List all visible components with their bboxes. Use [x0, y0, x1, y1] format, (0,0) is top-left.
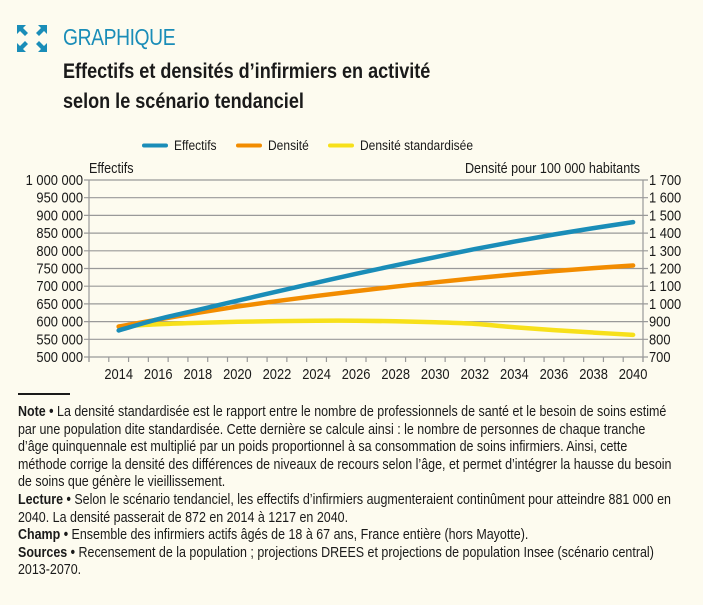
y-left-tick-label: 700 000 [36, 277, 83, 294]
legend: Effectifs Densité Densité standardisée [142, 137, 473, 153]
x-tick-label: 2036 [540, 365, 569, 382]
y-right-tick-label: 700 [649, 348, 671, 365]
y-left-tick-label: 950 000 [36, 189, 83, 206]
note-paragraph: Note • La densité standardisée est le ra… [18, 404, 672, 492]
axes [88, 180, 644, 362]
x-tick-label: 2034 [500, 365, 529, 382]
x-tick-label: 2026 [342, 365, 371, 382]
chart-title-line-1: Effectifs et densités d’infirmiers en ac… [63, 60, 431, 83]
x-tick-label: 2018 [183, 365, 212, 382]
chart-kicker: GRAPHIQUE [63, 24, 176, 50]
y-right-tick-label: 1 000 [649, 295, 681, 312]
legend-label-densite-standardisee: Densité standardisée [360, 137, 473, 153]
y-right-tick-label: 1 200 [649, 260, 681, 277]
line-chart: Effectifs Densité Densité standardisée E… [26, 137, 682, 382]
lecture-label: Lecture • [18, 491, 71, 508]
note-text: La densité standardisée est le rapport e… [18, 404, 672, 491]
y-right-tick-label: 1 100 [649, 277, 681, 294]
sources-label: Sources • [18, 544, 76, 561]
x-tick-label: 2022 [263, 365, 292, 382]
y-left-tick-label: 1 000 000 [26, 171, 84, 188]
y-right-tick-label: 1 400 [649, 224, 681, 241]
y-right-tick-label: 1 600 [649, 189, 681, 206]
expand-arrows-icon [17, 25, 47, 52]
series-line-densite-standardisee [116, 318, 636, 338]
series-line-effectifs [116, 219, 636, 333]
champ-paragraph: Champ • Ensemble des infirmiers actifs â… [18, 527, 672, 545]
legend-label-densite: Densité [268, 137, 309, 153]
x-tick-label: 2028 [381, 365, 410, 382]
notes-divider [18, 393, 70, 395]
y-left-tick-label: 750 000 [36, 260, 83, 277]
legend-item-densite: Densité [236, 137, 309, 153]
chart-notes: Note • La densité standardisée est le ra… [18, 404, 672, 580]
y-left-tick-label: 800 000 [36, 242, 83, 259]
x-tick-label: 2038 [579, 365, 608, 382]
y-left-tick-label: 500 000 [36, 348, 83, 365]
sources-text: Recensement de la population ; projectio… [18, 544, 654, 579]
sources-paragraph: Sources • Recensement de la population ;… [18, 545, 672, 580]
x-tick-label: 2032 [460, 365, 489, 382]
y-left-tick-label: 600 000 [36, 313, 83, 330]
series-line-densite [116, 263, 636, 329]
champ-label: Champ • [18, 527, 69, 544]
y-right-tick-label: 1 500 [649, 206, 681, 223]
x-tick-label: 2016 [144, 365, 173, 382]
chart-title: Effectifs et densités d’infirmiers en ac… [63, 57, 430, 117]
y-left-axis-title: Effectifs [89, 159, 134, 176]
y-left-tick-label: 900 000 [36, 206, 83, 223]
x-tick-labels: 2014 2016 2018 2020 2022 2024 2026 2028 2030 2032… [104, 365, 647, 382]
y-left-tick-label: 550 000 [36, 330, 83, 347]
lecture-text: Selon le scénario tendanciel, les effect… [18, 491, 671, 526]
x-tick-label: 2040 [619, 365, 648, 382]
note-label: Note • [18, 404, 54, 420]
legend-item-densite-standardisee: Densité standardisée [328, 137, 473, 153]
y-left-tick-label: 650 000 [36, 295, 83, 312]
y-right-tick-label: 800 [649, 330, 671, 347]
x-tick-label: 2014 [104, 365, 133, 382]
series-lines [116, 219, 636, 338]
y-right-tick-label: 1 300 [649, 242, 681, 259]
x-tick-label: 2030 [421, 365, 450, 382]
legend-label-effectifs: Effectifs [174, 137, 217, 153]
x-tick-label: 2020 [223, 365, 252, 382]
y-right-tick-label: 1 700 [649, 171, 681, 188]
chart-title-line-2: selon le scénario tendanciel [63, 90, 304, 113]
y-right-axis-title: Densité pour 100 000 habitants [465, 159, 640, 176]
y-left-tick-label: 850 000 [36, 224, 83, 241]
legend-item-effectifs: Effectifs [142, 137, 217, 153]
champ-text: Ensemble des infirmiers actifs âgés de 1… [68, 527, 529, 544]
x-tick-label: 2024 [302, 365, 331, 382]
lecture-paragraph: Lecture • Selon le scénario tendanciel, … [18, 492, 672, 527]
y-right-tick-label: 900 [649, 313, 671, 330]
